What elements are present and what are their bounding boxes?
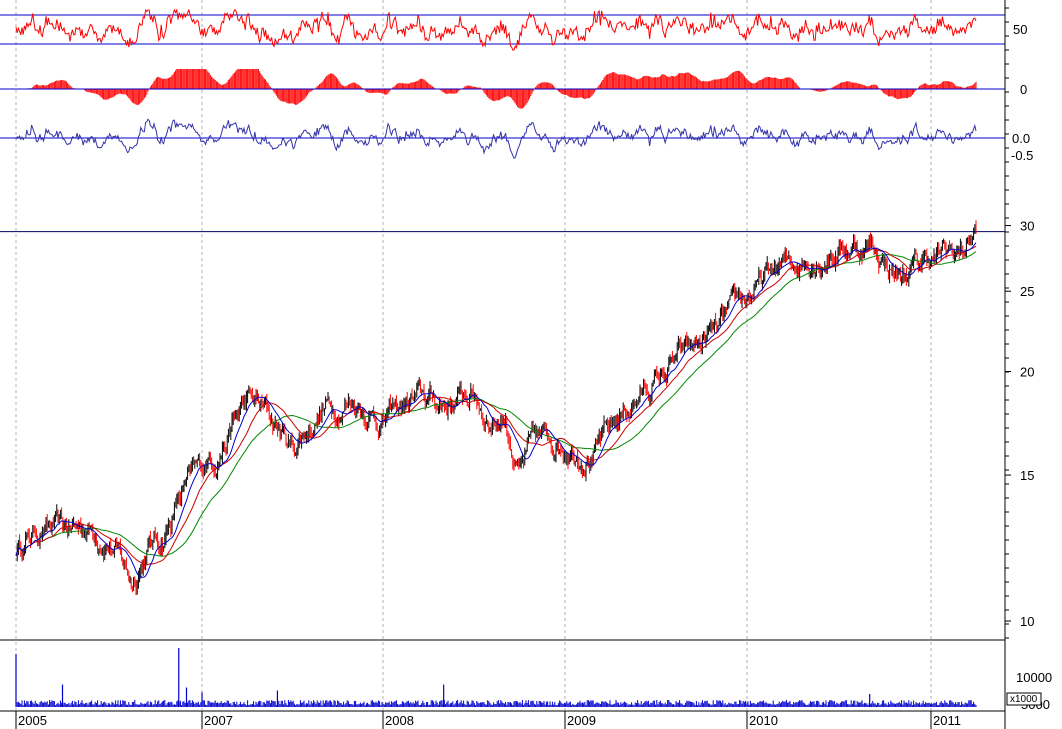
osc-tick-neg: -0.5 — [1011, 148, 1033, 163]
price-tick-label: 20 — [1020, 365, 1034, 380]
volume-unit-label: x1000 — [1010, 694, 1038, 705]
moving-average-long — [15, 251, 977, 557]
price-tick-label: 25 — [1020, 284, 1034, 299]
x-axis: 2005 2007 2008 2009 2010 2011 — [0, 710, 1005, 729]
oscillator-line — [15, 118, 977, 159]
rsi-line — [15, 8, 977, 51]
price-tick-label: 15 — [1020, 468, 1034, 483]
price-axis: 10 15 20 25 30 — [1005, 7, 1034, 639]
macd-panel: 0 — [0, 69, 1027, 109]
volume-bars — [15, 648, 977, 707]
moving-average-short — [15, 242, 977, 578]
macd-histogram — [27, 69, 977, 109]
rsi-tick-label: 50 — [1013, 22, 1027, 37]
x-tick-label: 2005 — [18, 713, 47, 728]
x-tick-label: 2009 — [567, 713, 596, 728]
osc-tick-zero: 0.0 — [1012, 131, 1030, 146]
x-tick-label: 2007 — [204, 713, 233, 728]
volume-tick-10000: 10000 — [1016, 670, 1052, 685]
price-tick-label: 10 — [1020, 614, 1034, 629]
price-panel: 10 15 20 25 30 — [0, 7, 1034, 639]
price-tick-label: 30 — [1020, 219, 1034, 234]
x-tick-label: 2010 — [749, 713, 778, 728]
x-tick-label: 2011 — [933, 713, 961, 728]
x-tick-label: 2008 — [385, 713, 414, 728]
year-grid — [15, 0, 932, 710]
volume-unit-box — [1006, 692, 1042, 706]
rsi-panel: 50 — [0, 8, 1027, 51]
moving-average-mid — [15, 245, 977, 566]
macd-tick-label: 0 — [1020, 82, 1027, 97]
oscillator-panel: 0.0 -0.5 — [0, 118, 1033, 163]
